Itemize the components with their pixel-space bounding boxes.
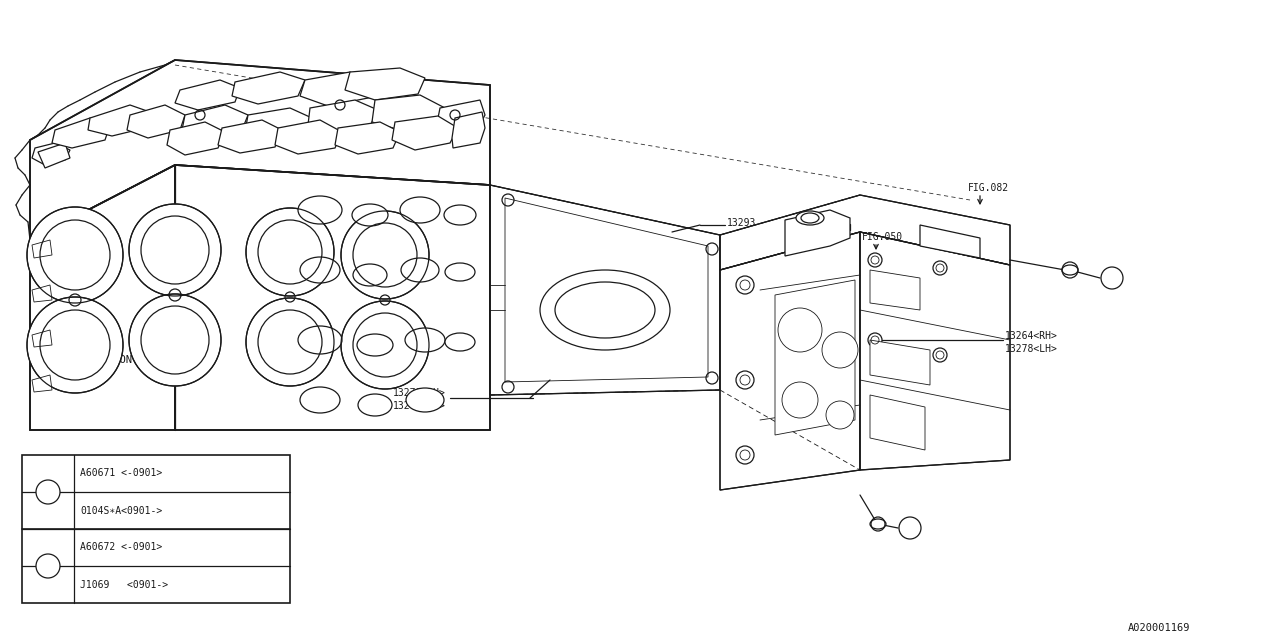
Ellipse shape xyxy=(404,328,445,352)
Polygon shape xyxy=(335,122,399,154)
Text: 1: 1 xyxy=(45,488,51,497)
Polygon shape xyxy=(218,120,282,153)
Polygon shape xyxy=(175,165,490,430)
Circle shape xyxy=(778,308,822,352)
Text: 0104S∗A<0901->: 0104S∗A<0901-> xyxy=(79,506,163,515)
Circle shape xyxy=(27,297,123,393)
Polygon shape xyxy=(127,105,186,138)
Ellipse shape xyxy=(445,333,475,351)
Circle shape xyxy=(36,480,60,504)
Ellipse shape xyxy=(300,257,340,283)
Circle shape xyxy=(736,371,754,389)
Polygon shape xyxy=(38,143,70,168)
Ellipse shape xyxy=(353,264,387,286)
Text: 13264<RH>: 13264<RH> xyxy=(1005,331,1057,341)
Text: A60672 <-0901>: A60672 <-0901> xyxy=(79,543,163,552)
Polygon shape xyxy=(870,340,931,385)
Polygon shape xyxy=(785,210,850,256)
Ellipse shape xyxy=(298,196,342,224)
Polygon shape xyxy=(29,165,175,430)
Polygon shape xyxy=(175,80,241,110)
Polygon shape xyxy=(870,395,925,450)
Circle shape xyxy=(736,276,754,294)
Ellipse shape xyxy=(406,388,444,412)
Circle shape xyxy=(1101,267,1123,289)
Circle shape xyxy=(340,301,429,389)
Ellipse shape xyxy=(1062,265,1078,275)
Ellipse shape xyxy=(300,387,340,413)
Circle shape xyxy=(36,554,60,578)
Text: A60671 <-0901>: A60671 <-0901> xyxy=(79,468,163,479)
Ellipse shape xyxy=(352,204,388,226)
Text: J1069   <0901->: J1069 <0901-> xyxy=(79,579,168,589)
Ellipse shape xyxy=(444,205,476,225)
Ellipse shape xyxy=(540,270,669,350)
Text: A020001169: A020001169 xyxy=(1128,623,1190,633)
Ellipse shape xyxy=(445,263,475,281)
Ellipse shape xyxy=(358,394,392,416)
Polygon shape xyxy=(32,240,52,258)
Polygon shape xyxy=(275,120,342,154)
Text: 1: 1 xyxy=(1110,273,1115,282)
Circle shape xyxy=(868,333,882,347)
Circle shape xyxy=(822,332,858,368)
Text: FIG.050: FIG.050 xyxy=(861,232,904,242)
Polygon shape xyxy=(719,195,1010,270)
Circle shape xyxy=(340,211,429,299)
Polygon shape xyxy=(452,112,485,148)
Polygon shape xyxy=(372,95,445,130)
Circle shape xyxy=(933,348,947,362)
Polygon shape xyxy=(490,185,719,395)
Polygon shape xyxy=(392,116,458,150)
Polygon shape xyxy=(308,100,378,133)
Text: 2: 2 xyxy=(908,524,913,532)
Text: 2: 2 xyxy=(45,561,51,570)
Polygon shape xyxy=(719,232,860,490)
Polygon shape xyxy=(32,375,52,392)
Polygon shape xyxy=(32,285,52,302)
Polygon shape xyxy=(346,68,425,100)
Circle shape xyxy=(246,298,334,386)
Polygon shape xyxy=(52,118,110,148)
Text: FIG.082: FIG.082 xyxy=(968,183,1009,193)
Ellipse shape xyxy=(357,334,393,356)
Circle shape xyxy=(899,517,922,539)
Polygon shape xyxy=(166,122,225,155)
Polygon shape xyxy=(774,280,855,435)
Text: 13293: 13293 xyxy=(727,218,756,228)
Polygon shape xyxy=(870,270,920,310)
Text: 13270<RH>: 13270<RH> xyxy=(393,388,445,398)
Polygon shape xyxy=(860,232,1010,470)
Polygon shape xyxy=(232,72,305,104)
Text: 13272<LH>: 13272<LH> xyxy=(393,401,445,411)
Ellipse shape xyxy=(399,197,440,223)
Text: 13278<LH>: 13278<LH> xyxy=(1005,344,1057,354)
Text: FRONT: FRONT xyxy=(108,355,140,365)
Polygon shape xyxy=(88,105,150,136)
Circle shape xyxy=(27,207,123,303)
Circle shape xyxy=(933,261,947,275)
Circle shape xyxy=(868,253,882,267)
Polygon shape xyxy=(182,105,248,138)
Bar xyxy=(22,455,291,603)
Ellipse shape xyxy=(870,519,886,529)
Polygon shape xyxy=(29,60,490,240)
Polygon shape xyxy=(32,330,52,347)
Circle shape xyxy=(246,208,334,296)
Polygon shape xyxy=(32,143,70,165)
Circle shape xyxy=(826,401,854,429)
Polygon shape xyxy=(244,108,312,140)
Polygon shape xyxy=(300,72,375,106)
Circle shape xyxy=(129,294,221,386)
Circle shape xyxy=(782,382,818,418)
Ellipse shape xyxy=(298,326,342,354)
Circle shape xyxy=(736,446,754,464)
Ellipse shape xyxy=(796,211,824,225)
Polygon shape xyxy=(436,100,485,135)
Circle shape xyxy=(129,204,221,296)
Ellipse shape xyxy=(401,258,439,282)
Ellipse shape xyxy=(801,213,819,223)
Text: 13293: 13293 xyxy=(591,333,621,343)
Polygon shape xyxy=(920,225,980,258)
